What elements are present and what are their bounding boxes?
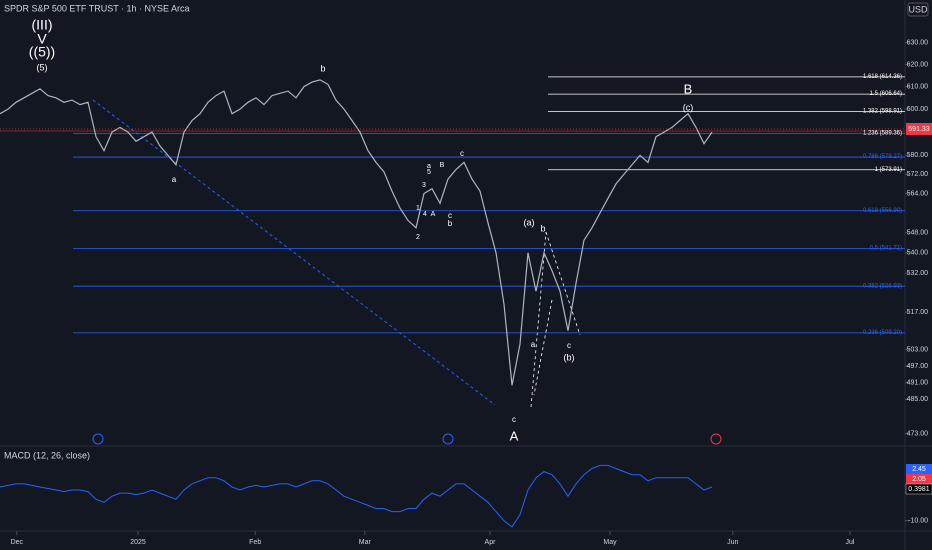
last-price-label: 591.33 (908, 126, 930, 133)
wave-label: ((5)) (29, 44, 55, 60)
wave-label: B (440, 162, 445, 169)
fib-label: 1 (573.91) (875, 167, 902, 173)
wave-label: a (172, 175, 177, 184)
macd-value-box (906, 464, 932, 474)
wave-label: 5 (427, 169, 431, 176)
wave-label: (c) (683, 102, 694, 112)
fib-label: 0.618 (556.90) (863, 208, 902, 214)
fib-label: 0.786 (579.27) (863, 154, 902, 160)
macd-value-box (905, 483, 932, 495)
y-tick-label: 491.00 (907, 379, 929, 386)
y-tick-label: 600.00 (907, 106, 929, 113)
wave-guide (530, 231, 581, 408)
y-tick-label: 532.00 (907, 270, 929, 277)
price-line (0, 79, 713, 386)
wave-label: V (37, 31, 47, 47)
last-price-box (906, 122, 932, 135)
macd-value-label: 2.45 (912, 466, 926, 473)
fib-label: 0.5 (541.71) (870, 246, 902, 252)
wave-label: c (567, 341, 571, 350)
chart-title: SPDR S&P 500 ETF TRUST · 1h · NYSE Arca (4, 3, 190, 13)
y-tick-label: 610.00 (907, 83, 929, 90)
fib-label: 0.236 (509.20) (863, 330, 902, 336)
x-tick-label: Mar (359, 539, 372, 546)
x-tick-label: May (603, 539, 617, 546)
wave-label: 3 (422, 182, 426, 189)
wave-label: c (512, 415, 516, 424)
currency-box[interactable] (907, 2, 929, 17)
y-tick-label: 620.00 (907, 61, 929, 68)
wave-label: c (460, 149, 464, 158)
wave-label: 4 (423, 211, 427, 218)
y-tick-label: 517.00 (907, 309, 929, 316)
y-tick-label: 485.00 (907, 396, 929, 403)
wave-label: A (510, 428, 519, 443)
currency[interactable]: USD (908, 4, 928, 14)
y-tick-label: 473.00 (907, 430, 929, 437)
wave-label: (5) (37, 62, 48, 72)
y-tick-label: 580.00 (907, 152, 929, 159)
wave-label: a (427, 163, 431, 170)
y-tick-label: 540.00 (907, 250, 929, 257)
x-tick-label: Apr (485, 539, 497, 546)
trend-line (92, 99, 496, 406)
event-icon[interactable] (442, 433, 454, 445)
y-tick-label: 630.00 (907, 39, 929, 46)
y-tick-label: 548.00 (907, 230, 929, 237)
event-icon[interactable] (710, 433, 722, 445)
wave-label: (a) (524, 217, 535, 227)
fib-label: 1.236 (589.36) (863, 131, 902, 137)
x-tick-label: Dec (11, 539, 24, 546)
wave-label: B (684, 81, 693, 96)
wave-label: b (448, 219, 453, 228)
fib-label: 1.382 (598.91) (863, 109, 902, 115)
macd-title: MACD (12, 26, close) (4, 450, 90, 460)
x-tick-label: Jul (846, 539, 855, 546)
wave-label: 2 (416, 234, 420, 241)
wave-label: b (540, 223, 545, 233)
wave-label: a (531, 340, 536, 349)
fib-label: 1.5 (606.64) (870, 91, 902, 97)
x-tick-label: Feb (249, 539, 261, 546)
x-tick-label: Jun (727, 539, 738, 546)
fib-label: 0.382 (526.93) (863, 283, 902, 289)
wave-label: 1 (416, 205, 420, 212)
wave-label: (III) (32, 17, 53, 33)
wave-label: b (320, 63, 325, 73)
y-tick-label: 497.00 (907, 363, 929, 370)
macd-value-label: 0.3981 (908, 486, 930, 493)
y-tick-label: 503.00 (907, 346, 929, 353)
wave-label: (b) (564, 352, 575, 362)
macd-tick-label: -10.00 (908, 518, 928, 525)
wave-label: c (448, 211, 452, 220)
y-tick-label: 564.00 (907, 190, 929, 197)
x-tick-label: 2025 (130, 539, 146, 546)
y-tick-label: 572.00 (907, 171, 929, 178)
wave-label: A (431, 211, 436, 218)
macd-value-label: 2.05 (912, 476, 926, 483)
event-icon[interactable] (92, 433, 104, 445)
fib-label: 1.618 (614.36) (863, 74, 902, 80)
macd-line (0, 464, 713, 528)
macd-value-box (906, 474, 932, 484)
